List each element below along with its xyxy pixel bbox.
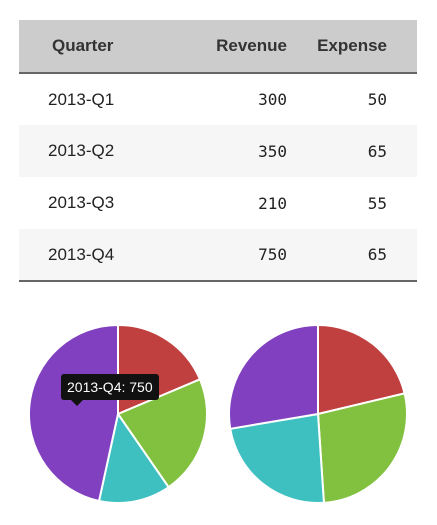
cell-revenue: 300 bbox=[258, 90, 287, 109]
cell-quarter: 2013-Q4 bbox=[19, 229, 172, 282]
table-row[interactable]: 2013-Q4 750 65 bbox=[19, 229, 417, 282]
pie-slice-2013-q4[interactable] bbox=[28, 324, 119, 502]
pie-charts-svg bbox=[28, 324, 408, 504]
cell-quarter: 2013-Q3 bbox=[48, 193, 115, 212]
cell-expense: 55 bbox=[367, 193, 387, 213]
pie-slice-2013-q2[interactable] bbox=[117, 378, 208, 489]
column-header-quarter[interactable]: Quarter bbox=[19, 20, 172, 74]
cell-quarter: 2013-Q2 bbox=[48, 141, 115, 160]
revenue-pie-chart bbox=[28, 324, 208, 504]
table-header-row: Quarter Revenue Expense bbox=[19, 20, 417, 74]
pie-slice-2013-q4[interactable] bbox=[228, 324, 319, 430]
data-table-container: Quarter Revenue Expense 2013-Q1 300 50 2… bbox=[19, 20, 417, 282]
table-row[interactable]: 2013-Q2 350 65 bbox=[19, 125, 417, 177]
pie-slice-2013-q3[interactable] bbox=[229, 413, 325, 504]
column-header-expense[interactable]: Expense bbox=[287, 20, 417, 74]
cell-quarter: 2013-Q1 bbox=[48, 89, 115, 109]
chart-tooltip: 2013-Q4: 750 bbox=[61, 374, 159, 406]
pie-charts-area bbox=[0, 310, 437, 520]
table-row[interactable]: 2013-Q1 300 50 bbox=[19, 73, 417, 125]
cell-revenue: 750 bbox=[172, 229, 287, 282]
table-row[interactable]: 2013-Q3 210 55 bbox=[19, 177, 417, 229]
cell-expense: 50 bbox=[367, 90, 387, 109]
cell-expense: 65 bbox=[287, 229, 417, 282]
expense-pie-chart bbox=[228, 324, 408, 504]
tooltip-text: 2013-Q4: 750 bbox=[67, 379, 153, 395]
cell-revenue: 210 bbox=[258, 193, 287, 213]
pie-slice-2013-q3[interactable] bbox=[98, 413, 170, 504]
pie-slice-2013-q2[interactable] bbox=[317, 392, 408, 504]
column-header-revenue[interactable]: Revenue bbox=[172, 20, 287, 74]
cell-expense: 65 bbox=[367, 141, 387, 161]
data-table: Quarter Revenue Expense 2013-Q1 300 50 2… bbox=[19, 20, 417, 282]
cell-revenue: 350 bbox=[258, 141, 287, 161]
pie-slice-2013-q1[interactable] bbox=[317, 324, 406, 415]
tooltip-arrow bbox=[71, 400, 83, 406]
